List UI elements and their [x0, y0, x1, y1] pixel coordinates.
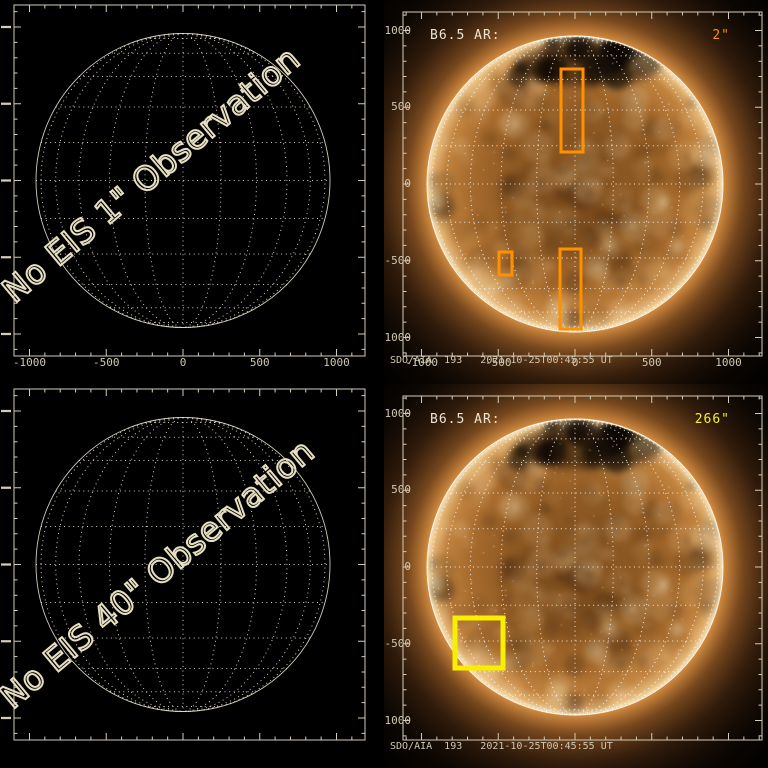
x-axis-tick-label: 0 — [179, 356, 187, 369]
eis-raster-region — [497, 250, 514, 277]
eis-raster-region — [452, 615, 506, 671]
heliographic-grid — [36, 417, 330, 712]
x-axis-tick-label: -500 — [93, 356, 120, 369]
panel-aia-266arcsec-slot: B6.5 AR: 266" SDO/AIA 193 2021-10-25T00:… — [384, 384, 768, 768]
axis-tick-marks — [403, 12, 762, 356]
aia-193-sun-image — [384, 384, 768, 768]
x-axis-tick-label: -1000 — [12, 356, 47, 369]
x-axis-tick-label: 500 — [249, 356, 270, 369]
image-timestamp: SDO/AIA 193 2021-10-25T00:45:55 UT — [390, 741, 613, 752]
eis-raster-region — [558, 247, 583, 331]
solar-limb-circle — [426, 418, 724, 716]
panel-no-eis-1arcsec: No EIS 1" Observation -1000 -500 0 500 1000 — [0, 0, 384, 384]
solar-graticule-plot — [1, 388, 366, 741]
heliographic-grid — [427, 418, 723, 716]
y-axis-tick-label: 500 — [391, 483, 411, 497]
solar-limb-circle — [426, 35, 724, 333]
x-axis-tick-label: 0 — [571, 356, 579, 369]
plot-axes-box — [402, 395, 763, 741]
solar-graticule-plot — [1, 4, 366, 357]
x-axis-tick-label: 1000 — [715, 356, 742, 369]
clipped-y-axis-labels — [1, 409, 11, 720]
x-axis-tick-label: 1000 — [323, 356, 350, 369]
solar-graticule-plot — [402, 395, 763, 741]
image-timestamp: SDO/AIA 193 2021-10-25T00:45:55 UT — [390, 355, 613, 366]
axis-tick-marks — [14, 5, 365, 356]
heliographic-grid — [427, 35, 723, 333]
panel-no-eis-40arcsec: No EIS 40" Observation — [0, 384, 384, 768]
slit-width-label: 266" — [694, 412, 730, 427]
y-axis-tick-label: -500 — [384, 636, 412, 650]
y-axis-tick-label: 0 — [404, 560, 411, 573]
y-axis-tick-label: 0 — [404, 177, 411, 190]
x-axis-tick-label: -500 — [485, 356, 512, 369]
y-axis-tick-label: 500 — [391, 100, 411, 114]
heliographic-grid — [36, 33, 330, 328]
aia-193-sun-image — [384, 0, 768, 384]
y-axis-tick-label: 1000 — [384, 23, 412, 37]
flare-ar-label: B6.5 AR: — [430, 28, 501, 43]
flare-ar-label: B6.5 AR: — [430, 412, 501, 427]
slit-width-label: 2" — [712, 28, 730, 43]
solar-graticule-plot — [402, 11, 763, 357]
y-axis-tick-label: -1000 — [384, 330, 411, 344]
solar-limb-circle — [35, 417, 331, 712]
y-axis-tick-label: -500 — [384, 253, 412, 267]
x-axis-tick-label: 500 — [641, 356, 662, 369]
panel-aia-2arcsec-slit: B6.5 AR: 2" SDO/AIA 193 2021-10-25T00:45… — [384, 0, 768, 384]
x-axis-tick-label: -1000 — [404, 356, 439, 369]
axis-tick-marks — [14, 389, 365, 740]
solar-limb-circle — [35, 33, 331, 328]
axis-tick-marks — [403, 396, 762, 740]
clipped-y-axis-labels — [1, 25, 11, 336]
eis-raster-region — [559, 67, 585, 154]
y-axis-tick-label: -1000 — [384, 713, 411, 727]
y-axis-tick-label: 1000 — [384, 406, 412, 420]
